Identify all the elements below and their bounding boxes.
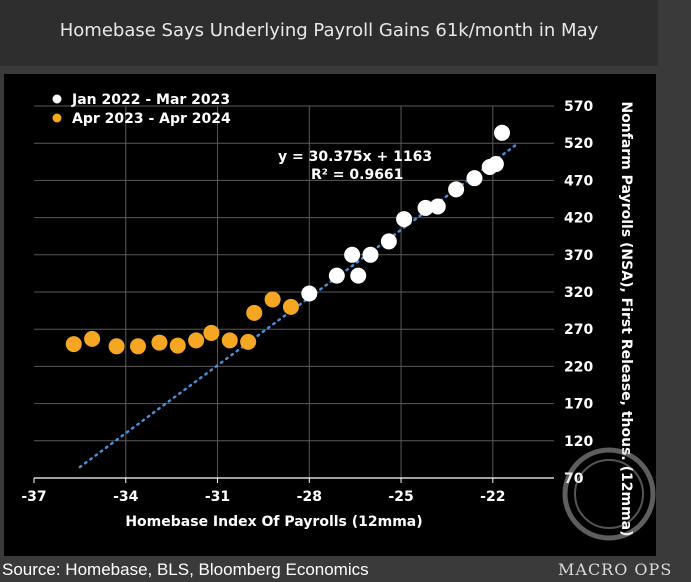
point-jan2022-mar2023 xyxy=(301,285,318,302)
point-apr2023-apr2024 xyxy=(188,332,205,349)
point-jan2022-mar2023 xyxy=(466,170,483,187)
y-tick-label: 120 xyxy=(564,434,593,450)
y-tick-label: 570 xyxy=(564,99,593,115)
x-tick-label: -31 xyxy=(205,489,230,505)
point-apr2023-apr2024 xyxy=(203,324,220,341)
x-tick-label: -22 xyxy=(480,489,505,505)
x-axis-label: Homebase Index Of Payrolls (12mma) xyxy=(125,514,422,530)
point-jan2022-mar2023 xyxy=(417,199,434,216)
legend-label-series-2: Apr 2023 - Apr 2024 xyxy=(72,111,231,127)
point-apr2023-apr2024 xyxy=(246,304,263,321)
y-tick-label: 170 xyxy=(564,397,593,413)
point-apr2023-apr2024 xyxy=(108,338,125,355)
trend-equation: y = 30.375x + 1163 xyxy=(278,149,432,165)
point-apr2023-apr2024 xyxy=(282,298,299,315)
point-jan2022-mar2023 xyxy=(448,181,465,198)
chart-title: Homebase Says Underlying Payroll Gains 6… xyxy=(59,20,599,41)
watermark-logo xyxy=(562,447,656,541)
y-tick-label: 220 xyxy=(564,359,593,375)
point-apr2023-apr2024 xyxy=(264,291,281,308)
axes: -37 -34 -31 -28 -25 -22 70 120 170 220 270 320 370 42… xyxy=(21,99,593,505)
point-jan2022-mar2023 xyxy=(494,124,510,141)
point-jan2022-mar2023 xyxy=(380,233,397,250)
scatter-chart: -37 -34 -31 -28 -25 -22 70 120 170 220 270 320 370 42… xyxy=(21,92,656,541)
legend-label-series-1: Jan 2022 - Mar 2023 xyxy=(71,92,230,108)
y-tick-label: 420 xyxy=(564,211,593,227)
y-tick-label: 70 xyxy=(564,471,584,487)
point-apr2023-apr2024 xyxy=(65,336,82,353)
source-note: Source: Homebase, BLS, Bloomberg Economi… xyxy=(2,560,369,579)
point-jan2022-mar2023 xyxy=(481,159,498,176)
y-tick-label: 370 xyxy=(564,248,593,264)
watermark-text: MACRO OPS xyxy=(558,560,673,579)
point-jan2022-mar2023 xyxy=(344,246,361,263)
point-jan2022-mar2023 xyxy=(350,267,367,284)
y-tick-label: 520 xyxy=(564,136,593,152)
point-apr2023-apr2024 xyxy=(130,338,146,355)
x-tick-label: -25 xyxy=(388,489,413,505)
legend-marker-series-1 xyxy=(52,94,62,104)
trend-r-squared: R² = 0.9661 xyxy=(311,167,403,183)
chart-area: -37 -34 -31 -28 -25 -22 70 120 170 220 270 320 370 42… xyxy=(4,74,656,556)
point-jan2022-mar2023 xyxy=(429,198,446,215)
point-apr2023-apr2024 xyxy=(151,334,168,351)
legend-marker-series-2 xyxy=(52,113,62,123)
title-bar: Homebase Says Underlying Payroll Gains 6… xyxy=(0,0,658,66)
x-tick-label: -37 xyxy=(21,489,46,505)
x-tick-label: -28 xyxy=(297,489,322,505)
point-apr2023-apr2024 xyxy=(169,337,186,354)
x-tick-label: -34 xyxy=(113,489,139,505)
point-jan2022-mar2023 xyxy=(328,267,345,284)
legend: Jan 2022 - Mar 2023 Apr 2023 - Apr 2024 xyxy=(52,92,231,127)
y-axis-label: Nonfarm Payrolls (NSA), First Release, t… xyxy=(618,101,634,536)
point-apr2023-apr2024 xyxy=(240,333,257,350)
y-tick-label: 270 xyxy=(564,322,593,338)
point-jan2022-mar2023 xyxy=(396,211,413,228)
y-tick-label: 470 xyxy=(564,173,593,189)
data-points xyxy=(65,124,510,355)
point-apr2023-apr2024 xyxy=(84,330,101,347)
point-apr2023-apr2024 xyxy=(221,332,238,349)
point-jan2022-mar2023 xyxy=(362,246,379,263)
y-tick-label: 320 xyxy=(564,285,593,301)
